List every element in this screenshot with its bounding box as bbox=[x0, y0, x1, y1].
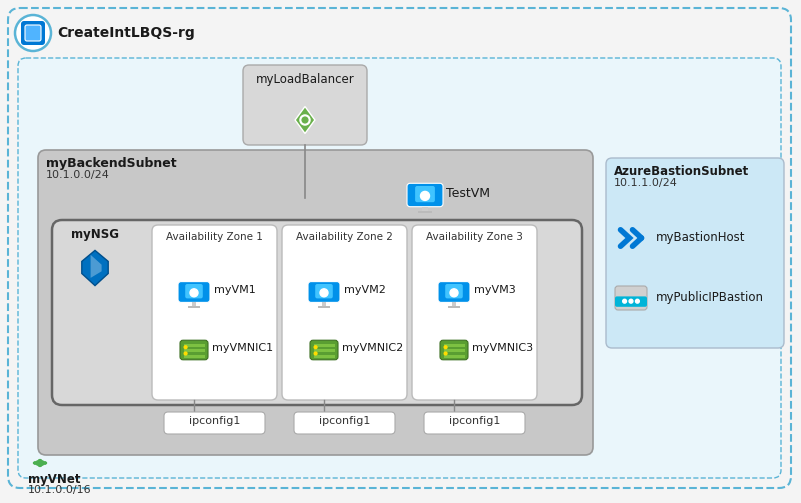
Bar bbox=[191, 302, 196, 306]
FancyBboxPatch shape bbox=[606, 158, 784, 348]
FancyBboxPatch shape bbox=[152, 225, 277, 400]
Circle shape bbox=[421, 192, 429, 200]
Text: ipconfig1: ipconfig1 bbox=[189, 416, 240, 426]
Text: myVM3: myVM3 bbox=[474, 285, 516, 295]
FancyBboxPatch shape bbox=[445, 284, 463, 298]
Polygon shape bbox=[295, 107, 315, 133]
Bar bbox=[318, 306, 330, 308]
Bar bbox=[183, 349, 204, 352]
Circle shape bbox=[629, 299, 633, 303]
Circle shape bbox=[450, 289, 458, 297]
Circle shape bbox=[445, 346, 447, 349]
Circle shape bbox=[15, 15, 51, 51]
Circle shape bbox=[184, 346, 187, 349]
Circle shape bbox=[314, 346, 317, 349]
FancyBboxPatch shape bbox=[615, 286, 647, 310]
Text: ipconfig1: ipconfig1 bbox=[449, 416, 500, 426]
Bar bbox=[452, 302, 457, 306]
FancyBboxPatch shape bbox=[407, 183, 443, 207]
FancyBboxPatch shape bbox=[18, 58, 781, 478]
FancyBboxPatch shape bbox=[52, 220, 582, 405]
Text: myVMNIC3: myVMNIC3 bbox=[472, 343, 533, 353]
Text: 10.1.0.0/24: 10.1.0.0/24 bbox=[46, 170, 110, 180]
Text: 10.1.1.0/24: 10.1.1.0/24 bbox=[614, 178, 678, 188]
Circle shape bbox=[300, 115, 310, 125]
FancyBboxPatch shape bbox=[178, 282, 210, 302]
Text: myVNet: myVNet bbox=[28, 473, 80, 486]
FancyBboxPatch shape bbox=[412, 225, 537, 400]
Text: myVM1: myVM1 bbox=[214, 285, 256, 295]
Circle shape bbox=[190, 289, 198, 297]
Text: myVM2: myVM2 bbox=[344, 285, 386, 295]
Text: myNSG: myNSG bbox=[71, 228, 119, 241]
FancyBboxPatch shape bbox=[415, 186, 435, 202]
FancyBboxPatch shape bbox=[38, 150, 593, 455]
Text: Availability Zone 2: Availability Zone 2 bbox=[296, 232, 393, 242]
Bar bbox=[183, 344, 204, 347]
FancyBboxPatch shape bbox=[440, 340, 468, 360]
Circle shape bbox=[314, 352, 317, 355]
FancyBboxPatch shape bbox=[282, 225, 407, 400]
Text: Availability Zone 1: Availability Zone 1 bbox=[166, 232, 263, 242]
FancyBboxPatch shape bbox=[424, 412, 525, 434]
FancyBboxPatch shape bbox=[180, 340, 208, 360]
Bar bbox=[444, 349, 465, 352]
Circle shape bbox=[445, 352, 447, 355]
Text: myVMNIC2: myVMNIC2 bbox=[342, 343, 403, 353]
FancyBboxPatch shape bbox=[308, 282, 340, 302]
Bar bbox=[313, 349, 335, 352]
Bar bbox=[444, 355, 465, 358]
Text: myBastionHost: myBastionHost bbox=[656, 231, 746, 244]
Polygon shape bbox=[82, 250, 108, 286]
Bar bbox=[187, 306, 200, 308]
Bar bbox=[321, 302, 326, 306]
FancyBboxPatch shape bbox=[21, 21, 45, 45]
Text: 10.1.0.0/16: 10.1.0.0/16 bbox=[28, 485, 91, 495]
Polygon shape bbox=[91, 255, 102, 278]
Text: Availability Zone 3: Availability Zone 3 bbox=[426, 232, 523, 242]
FancyBboxPatch shape bbox=[615, 296, 647, 307]
Bar bbox=[313, 344, 335, 347]
Circle shape bbox=[320, 289, 328, 297]
Bar bbox=[313, 355, 335, 358]
Bar bbox=[448, 306, 461, 308]
Text: AzureBastionSubnet: AzureBastionSubnet bbox=[614, 165, 749, 178]
FancyBboxPatch shape bbox=[25, 25, 41, 41]
FancyBboxPatch shape bbox=[310, 340, 338, 360]
Circle shape bbox=[622, 299, 626, 303]
Text: CreateIntLBQS-rg: CreateIntLBQS-rg bbox=[57, 26, 195, 40]
Text: ipconfig1: ipconfig1 bbox=[319, 416, 370, 426]
FancyBboxPatch shape bbox=[243, 65, 367, 145]
Text: myBackendSubnet: myBackendSubnet bbox=[46, 157, 177, 170]
Text: myLoadBalancer: myLoadBalancer bbox=[256, 73, 354, 86]
Circle shape bbox=[635, 299, 639, 303]
Bar bbox=[183, 355, 204, 358]
FancyBboxPatch shape bbox=[316, 284, 332, 298]
Text: myPublicIPBastion: myPublicIPBastion bbox=[656, 291, 764, 304]
FancyBboxPatch shape bbox=[294, 412, 395, 434]
FancyBboxPatch shape bbox=[438, 282, 470, 302]
Bar bbox=[422, 207, 428, 211]
Circle shape bbox=[184, 352, 187, 355]
Text: myVMNIC1: myVMNIC1 bbox=[212, 343, 273, 353]
Bar bbox=[444, 344, 465, 347]
FancyBboxPatch shape bbox=[164, 412, 265, 434]
Text: TestVM: TestVM bbox=[446, 187, 490, 200]
Circle shape bbox=[302, 117, 308, 123]
FancyBboxPatch shape bbox=[8, 8, 791, 488]
Bar bbox=[418, 211, 433, 213]
FancyBboxPatch shape bbox=[185, 284, 203, 298]
